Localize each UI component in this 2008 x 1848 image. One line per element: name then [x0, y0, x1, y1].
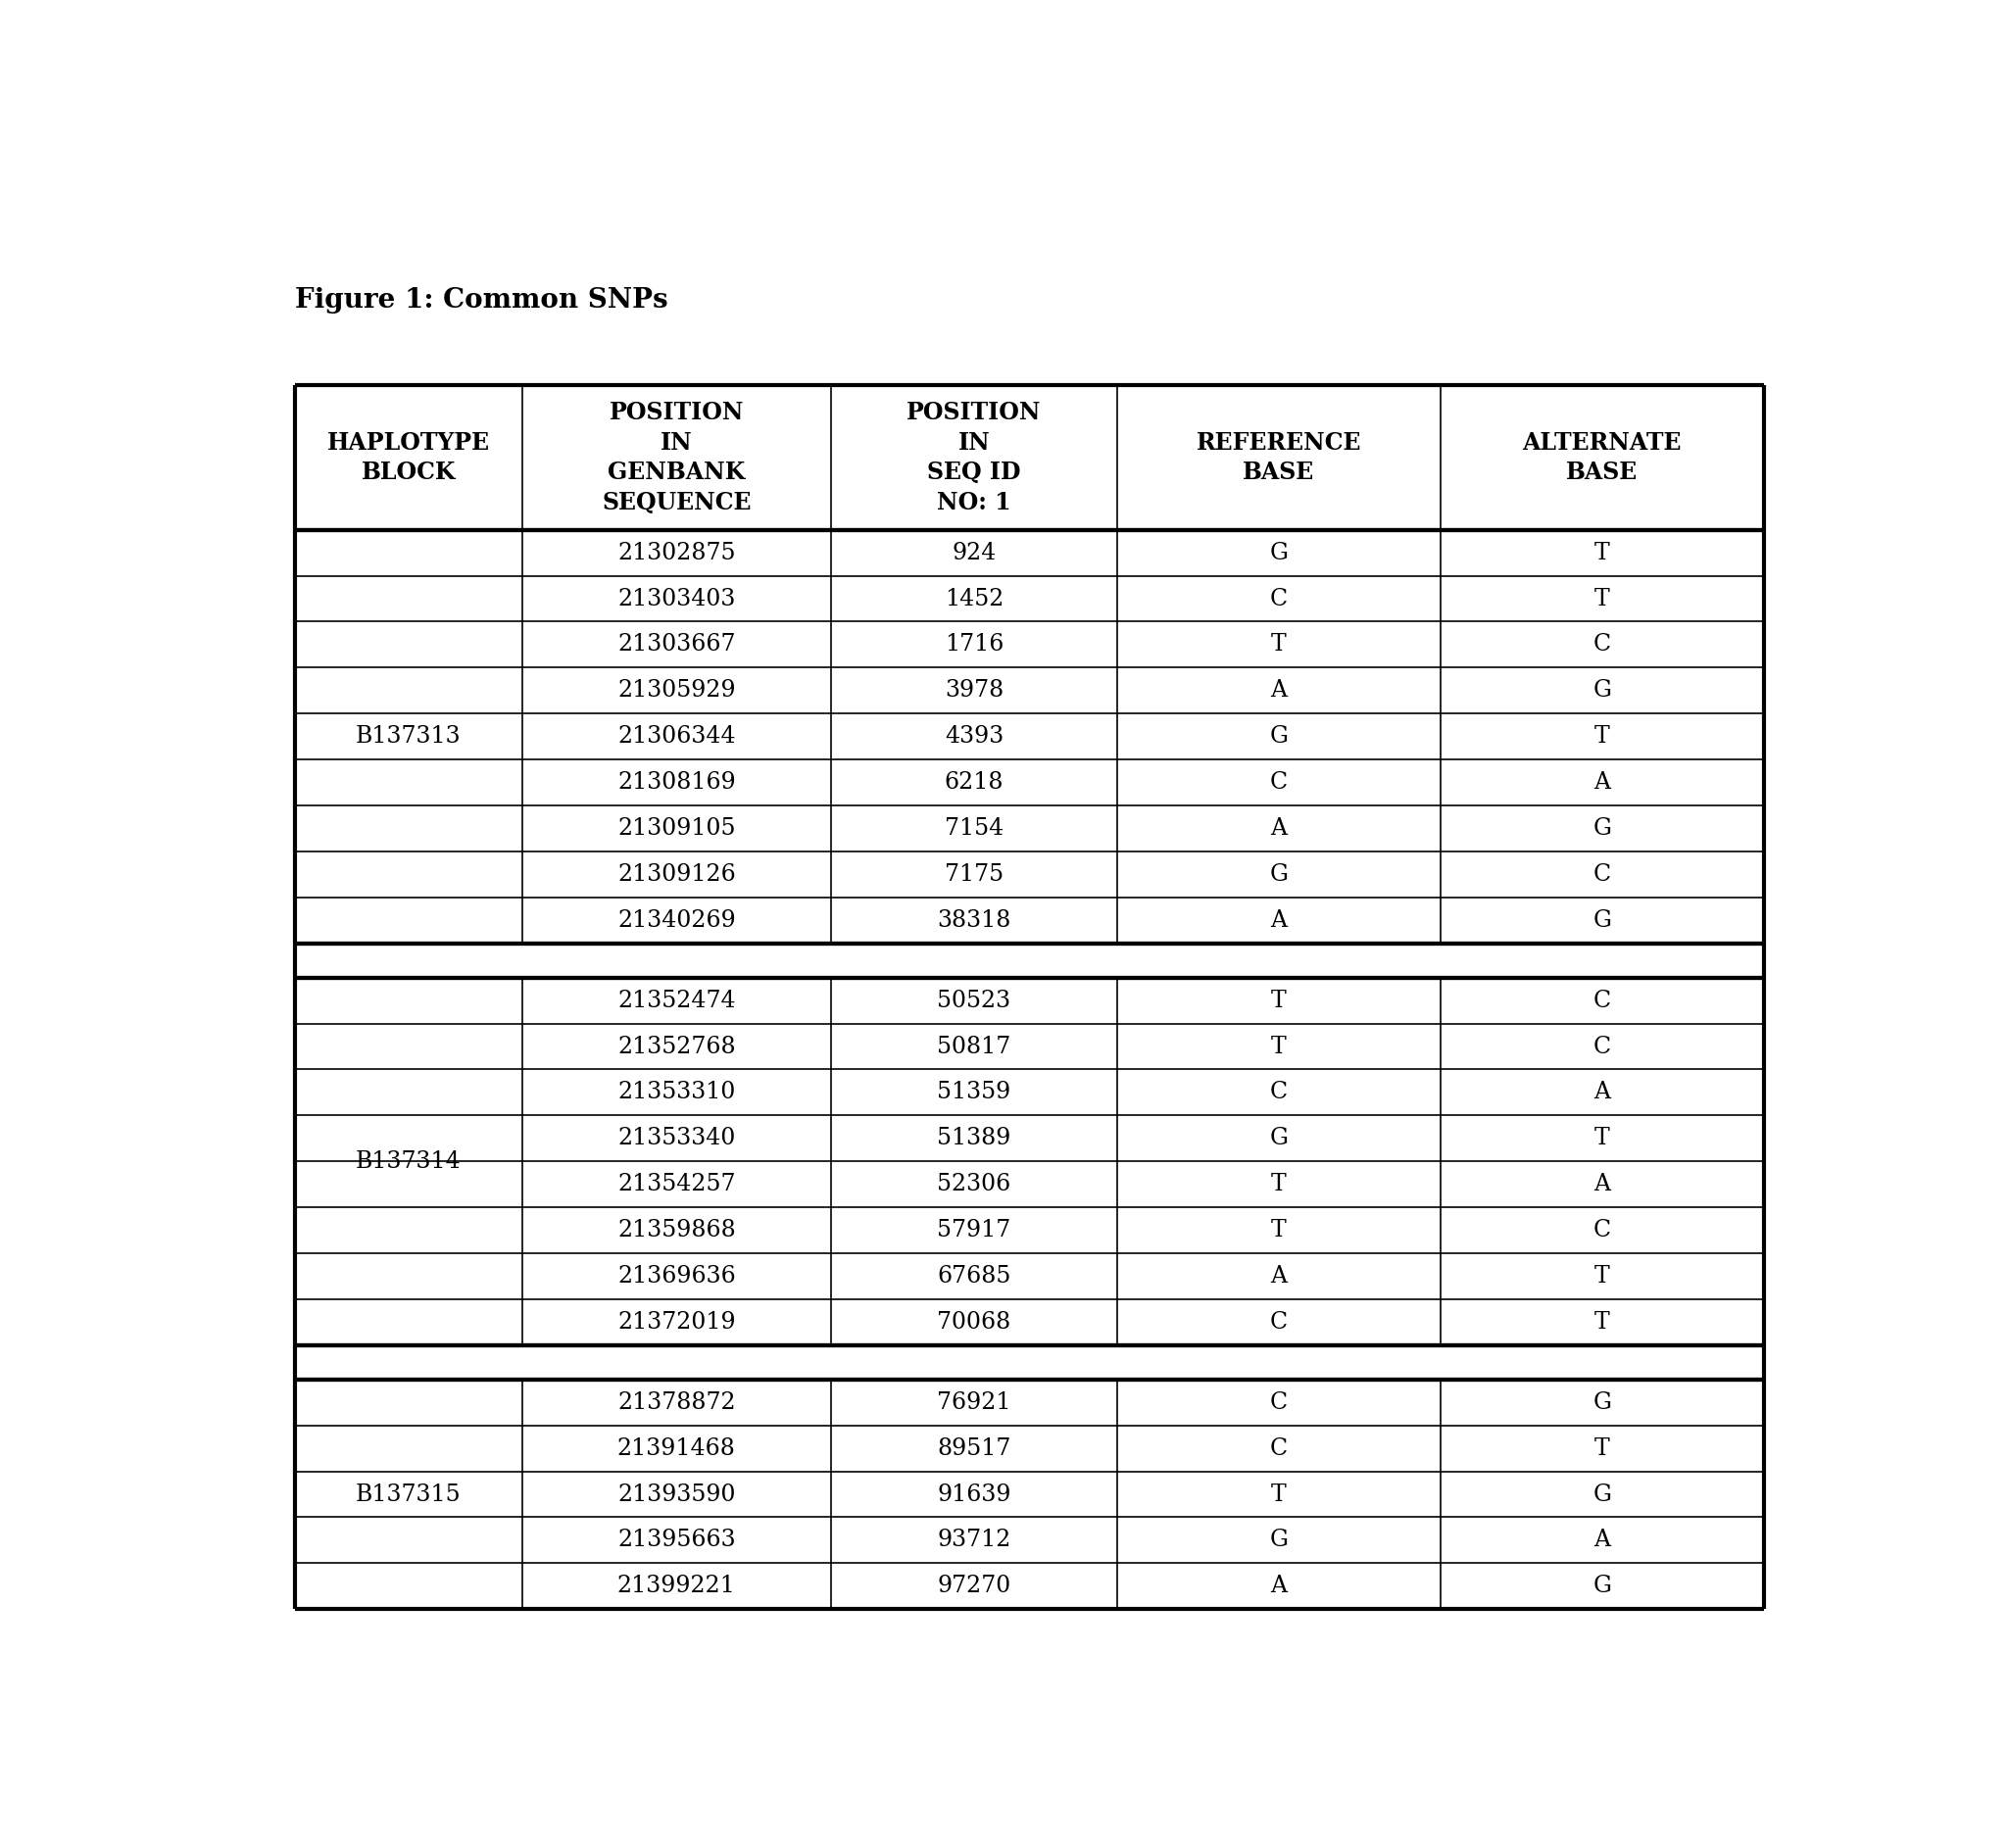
Text: 21399221: 21399221 [616, 1574, 735, 1597]
Text: C: C [1269, 1392, 1287, 1414]
Text: T: T [1271, 1173, 1287, 1196]
Text: 21391468: 21391468 [616, 1438, 735, 1460]
Text: 50523: 50523 [938, 989, 1010, 1013]
Text: 52306: 52306 [938, 1173, 1010, 1196]
Text: 21303403: 21303403 [618, 588, 735, 610]
Text: T: T [1594, 1127, 1610, 1149]
Text: A: A [1594, 1528, 1610, 1552]
Text: C: C [1592, 863, 1610, 885]
Text: 21369636: 21369636 [616, 1266, 735, 1288]
Text: Figure 1: Common SNPs: Figure 1: Common SNPs [295, 286, 667, 314]
Text: C: C [1269, 1438, 1287, 1460]
Text: C: C [1269, 1310, 1287, 1334]
Text: 21354257: 21354257 [618, 1173, 735, 1196]
Text: 1716: 1716 [944, 634, 1004, 656]
Text: C: C [1592, 1035, 1610, 1057]
Text: 93712: 93712 [938, 1528, 1010, 1552]
Text: A: A [1594, 1081, 1610, 1103]
Text: G: G [1592, 1482, 1610, 1506]
Text: T: T [1271, 634, 1287, 656]
Text: REFERENCE
BASE: REFERENCE BASE [1197, 431, 1361, 484]
Text: A: A [1271, 1574, 1287, 1597]
Text: 21306344: 21306344 [616, 724, 735, 748]
Text: 89517: 89517 [938, 1438, 1010, 1460]
Text: G: G [1592, 1574, 1610, 1597]
Text: A: A [1594, 771, 1610, 795]
Text: 21303667: 21303667 [618, 634, 735, 656]
Text: T: T [1594, 1266, 1610, 1288]
Text: 21308169: 21308169 [616, 771, 735, 795]
Text: G: G [1269, 1127, 1289, 1149]
Text: T: T [1271, 1482, 1287, 1506]
Text: 21393590: 21393590 [618, 1482, 735, 1506]
Text: 91639: 91639 [938, 1482, 1010, 1506]
Text: G: G [1269, 724, 1289, 748]
Text: T: T [1594, 1438, 1610, 1460]
Text: 21302875: 21302875 [618, 541, 735, 564]
Text: C: C [1592, 634, 1610, 656]
Text: 924: 924 [952, 541, 996, 564]
Text: 38318: 38318 [938, 909, 1010, 931]
Text: 67685: 67685 [938, 1266, 1010, 1288]
Text: A: A [1271, 680, 1287, 702]
Text: T: T [1594, 588, 1610, 610]
Text: T: T [1594, 724, 1610, 748]
Text: C: C [1592, 1220, 1610, 1242]
Text: 21309126: 21309126 [616, 863, 735, 885]
Text: C: C [1269, 771, 1287, 795]
Text: C: C [1592, 989, 1610, 1013]
Text: 51389: 51389 [938, 1127, 1010, 1149]
Text: POSITION
IN
SEQ ID
NO: 1: POSITION IN SEQ ID NO: 1 [908, 401, 1042, 514]
Text: 6218: 6218 [944, 771, 1004, 795]
Text: T: T [1271, 989, 1287, 1013]
Text: 4393: 4393 [944, 724, 1004, 748]
Text: 50817: 50817 [938, 1035, 1010, 1057]
Text: 51359: 51359 [938, 1081, 1010, 1103]
Text: B137314: B137314 [355, 1149, 462, 1173]
Text: 21352474: 21352474 [616, 989, 735, 1013]
Text: T: T [1594, 541, 1610, 564]
Text: 70068: 70068 [938, 1310, 1010, 1334]
Text: 21352768: 21352768 [616, 1035, 735, 1057]
Text: G: G [1269, 1528, 1289, 1552]
Text: A: A [1271, 1266, 1287, 1288]
Text: B137313: B137313 [355, 724, 462, 748]
Text: 1452: 1452 [944, 588, 1004, 610]
Text: T: T [1594, 1310, 1610, 1334]
Text: 76921: 76921 [938, 1392, 1010, 1414]
Text: HAPLOTYPE
BLOCK: HAPLOTYPE BLOCK [327, 431, 490, 484]
Text: C: C [1269, 1081, 1287, 1103]
Text: 21309105: 21309105 [618, 817, 735, 839]
Text: G: G [1269, 541, 1289, 564]
Text: C: C [1269, 588, 1287, 610]
Text: 21340269: 21340269 [616, 909, 735, 931]
Text: G: G [1592, 680, 1610, 702]
Text: T: T [1271, 1220, 1287, 1242]
Text: ALTERNATE
BASE: ALTERNATE BASE [1522, 431, 1681, 484]
Text: POSITION
IN
GENBANK
SEQUENCE: POSITION IN GENBANK SEQUENCE [602, 401, 751, 514]
Text: A: A [1271, 909, 1287, 931]
Text: B137315: B137315 [355, 1482, 462, 1506]
Text: G: G [1592, 909, 1610, 931]
Text: T: T [1271, 1035, 1287, 1057]
Text: 7175: 7175 [944, 863, 1004, 885]
Text: 57917: 57917 [938, 1220, 1010, 1242]
Text: G: G [1592, 1392, 1610, 1414]
Text: 97270: 97270 [938, 1574, 1010, 1597]
Text: 21359868: 21359868 [616, 1220, 735, 1242]
Text: 7154: 7154 [944, 817, 1004, 839]
Text: 21353310: 21353310 [618, 1081, 735, 1103]
Text: G: G [1269, 863, 1289, 885]
Text: A: A [1594, 1173, 1610, 1196]
Text: G: G [1592, 817, 1610, 839]
Text: 21353340: 21353340 [618, 1127, 735, 1149]
Text: A: A [1271, 817, 1287, 839]
Text: 21372019: 21372019 [616, 1310, 735, 1334]
Text: 21305929: 21305929 [616, 680, 735, 702]
Text: 21395663: 21395663 [616, 1528, 735, 1552]
Text: 21378872: 21378872 [616, 1392, 735, 1414]
Text: 3978: 3978 [944, 680, 1004, 702]
